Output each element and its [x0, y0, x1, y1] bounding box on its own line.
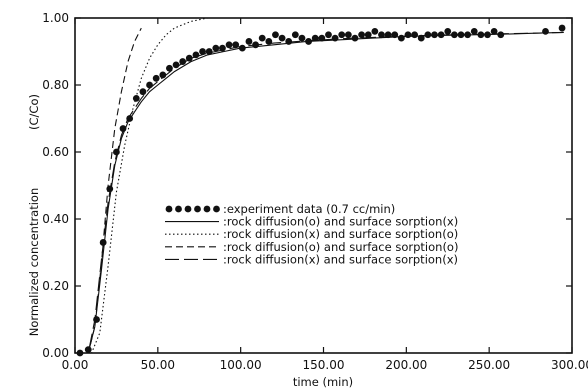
x-tick-label: 100.00: [220, 358, 262, 372]
legend-label-0: :experiment data (0.7 cc/min): [223, 202, 395, 216]
x-tick-label: 150.00: [303, 358, 345, 372]
y-tick-label: 0.40: [42, 212, 69, 226]
legend-marker-0: [165, 205, 173, 213]
data-point-series-0: [325, 31, 332, 39]
data-point-series-0: [364, 31, 372, 39]
y-tick-label: 0.20: [42, 279, 69, 293]
y-tick-label: 0.80: [42, 78, 69, 92]
x-tick-label: 300.00: [551, 358, 588, 372]
data-point-series-0: [232, 41, 240, 49]
legend-label-1: :rock diffusion(o) and surface sorption(…: [223, 215, 458, 229]
legend-label-3: :rock diffusion(o) and surface sorption(…: [223, 240, 458, 254]
data-point-series-0: [212, 44, 220, 52]
data-point-series-0: [172, 61, 180, 69]
data-point-series-0: [431, 31, 438, 39]
data-point-series-0: [318, 34, 326, 42]
x-tick-label: 250.00: [468, 358, 510, 372]
series-line-2: [75, 17, 572, 354]
series-line-3: [75, 27, 142, 354]
data-point-series-0: [558, 24, 566, 32]
data-point-series-0: [411, 31, 419, 39]
data-point-series-0: [152, 74, 160, 82]
legend-label-4: :rock diffusion(x) and surface sorption(…: [223, 252, 458, 266]
legend-marker-0: [213, 205, 220, 213]
x-tick-label: 0.00: [62, 358, 89, 372]
legend: :experiment data (0.7 cc/min):rock diffu…: [165, 202, 458, 266]
data-point-series-0: [278, 34, 286, 42]
y-axis-unit-label: (C/Co): [27, 94, 41, 130]
legend-marker-0: [184, 205, 192, 213]
data-point-series-0: [291, 31, 299, 39]
plot-frame: [74, 17, 573, 354]
axis-ticks: 0.00 50.00 100.00 150.00 200.00 250.00 300.00 0…: [42, 11, 588, 372]
legend-label-2: :rock diffusion(x) and surface sorption(…: [223, 227, 458, 241]
data-point-series-0: [371, 28, 379, 35]
data-point-series-0: [378, 31, 385, 39]
data-point-series-0: [258, 34, 266, 42]
data-point-series-0: [225, 41, 233, 49]
data-point-series-0: [542, 28, 549, 35]
data-point-series-0: [245, 38, 253, 45]
data-point-series-0: [404, 31, 412, 39]
data-point-series-0: [146, 81, 153, 89]
data-point-series-0: [424, 31, 432, 39]
data-point-series-0: [338, 31, 346, 39]
y-tick-label: 0.00: [42, 346, 69, 360]
legend-marker-0: [194, 205, 201, 213]
data-point-series-0: [272, 31, 279, 39]
data-point-series-0: [298, 34, 306, 42]
legend-marker-0: [175, 205, 182, 213]
data-point-series-0: [444, 28, 452, 35]
x-tick-label: 50.00: [141, 358, 175, 372]
y-tick-label: 1.00: [42, 11, 69, 25]
series-line-1: [75, 31, 564, 354]
series-layer: [75, 17, 572, 357]
data-point-series-0: [490, 28, 498, 35]
y-tick-label: 0.60: [42, 145, 69, 159]
data-point-series-0: [358, 31, 366, 39]
x-axis-title: time (min): [293, 375, 353, 389]
data-point-series-0: [132, 95, 140, 102]
legend-marker-0: [203, 205, 211, 213]
x-tick-label: 200.00: [385, 358, 427, 372]
data-point-series-0: [344, 31, 352, 39]
data-point-series-0: [199, 48, 206, 55]
data-point-series-0: [205, 48, 213, 55]
data-point-series-0: [470, 28, 478, 35]
data-point-series-0: [139, 88, 147, 96]
data-point-series-0: [166, 64, 173, 72]
y-axis-title: Normalized concentration: [27, 188, 41, 337]
series-line-4: [75, 31, 564, 354]
data-point-series-0: [179, 58, 187, 65]
